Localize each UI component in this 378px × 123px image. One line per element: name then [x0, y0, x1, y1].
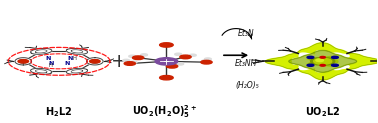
Circle shape — [175, 53, 181, 55]
Polygon shape — [289, 50, 356, 72]
Circle shape — [160, 76, 173, 80]
Circle shape — [204, 58, 211, 60]
Polygon shape — [19, 60, 28, 63]
Text: Et₃NH⁺: Et₃NH⁺ — [235, 59, 261, 68]
Circle shape — [124, 62, 135, 65]
Text: Et₃N: Et₃N — [238, 29, 255, 38]
Circle shape — [311, 57, 335, 65]
Polygon shape — [91, 60, 99, 63]
Circle shape — [332, 56, 338, 58]
Circle shape — [123, 59, 130, 62]
Text: $\mathbf{UO_2L2}$: $\mathbf{UO_2L2}$ — [305, 105, 341, 119]
Polygon shape — [339, 58, 356, 64]
Polygon shape — [72, 50, 82, 53]
Polygon shape — [72, 70, 82, 73]
Circle shape — [177, 63, 184, 65]
Polygon shape — [31, 48, 52, 54]
Circle shape — [141, 54, 147, 56]
Polygon shape — [36, 50, 46, 53]
Polygon shape — [87, 58, 103, 65]
Text: N: N — [46, 56, 51, 61]
Text: $\mathbf{H_2L2}$: $\mathbf{H_2L2}$ — [45, 105, 73, 119]
Text: (H₂O)₅: (H₂O)₅ — [235, 81, 259, 90]
Text: H: H — [49, 63, 53, 68]
Polygon shape — [299, 64, 316, 70]
Circle shape — [332, 64, 338, 66]
Circle shape — [155, 58, 178, 65]
Text: $\mathbf{UO_2(H_2O)_5^{2+}}$: $\mathbf{UO_2(H_2O)_5^{2+}}$ — [132, 103, 197, 120]
Text: H: H — [72, 56, 76, 61]
Circle shape — [307, 64, 314, 66]
Circle shape — [161, 63, 167, 65]
Circle shape — [133, 56, 144, 60]
Text: N: N — [48, 62, 53, 67]
Polygon shape — [332, 53, 349, 59]
Polygon shape — [66, 68, 88, 74]
Circle shape — [166, 64, 178, 68]
Polygon shape — [265, 43, 378, 80]
Circle shape — [320, 64, 325, 66]
Polygon shape — [299, 53, 316, 59]
Polygon shape — [316, 66, 333, 72]
Circle shape — [90, 60, 100, 63]
Polygon shape — [332, 64, 349, 70]
Circle shape — [18, 60, 29, 63]
Polygon shape — [66, 48, 88, 54]
Polygon shape — [31, 68, 52, 74]
Polygon shape — [15, 58, 32, 65]
Text: N: N — [67, 56, 72, 61]
Text: +: + — [111, 52, 128, 71]
Circle shape — [320, 56, 325, 58]
Circle shape — [180, 55, 191, 59]
Polygon shape — [316, 51, 333, 57]
Circle shape — [307, 56, 314, 58]
Circle shape — [201, 60, 208, 62]
Circle shape — [189, 54, 196, 56]
Circle shape — [130, 61, 137, 63]
Polygon shape — [292, 58, 309, 64]
Text: N: N — [65, 62, 70, 67]
Circle shape — [160, 43, 173, 47]
Circle shape — [129, 55, 136, 57]
Circle shape — [314, 58, 332, 64]
Circle shape — [316, 59, 324, 62]
Circle shape — [201, 60, 212, 64]
Polygon shape — [36, 70, 46, 73]
